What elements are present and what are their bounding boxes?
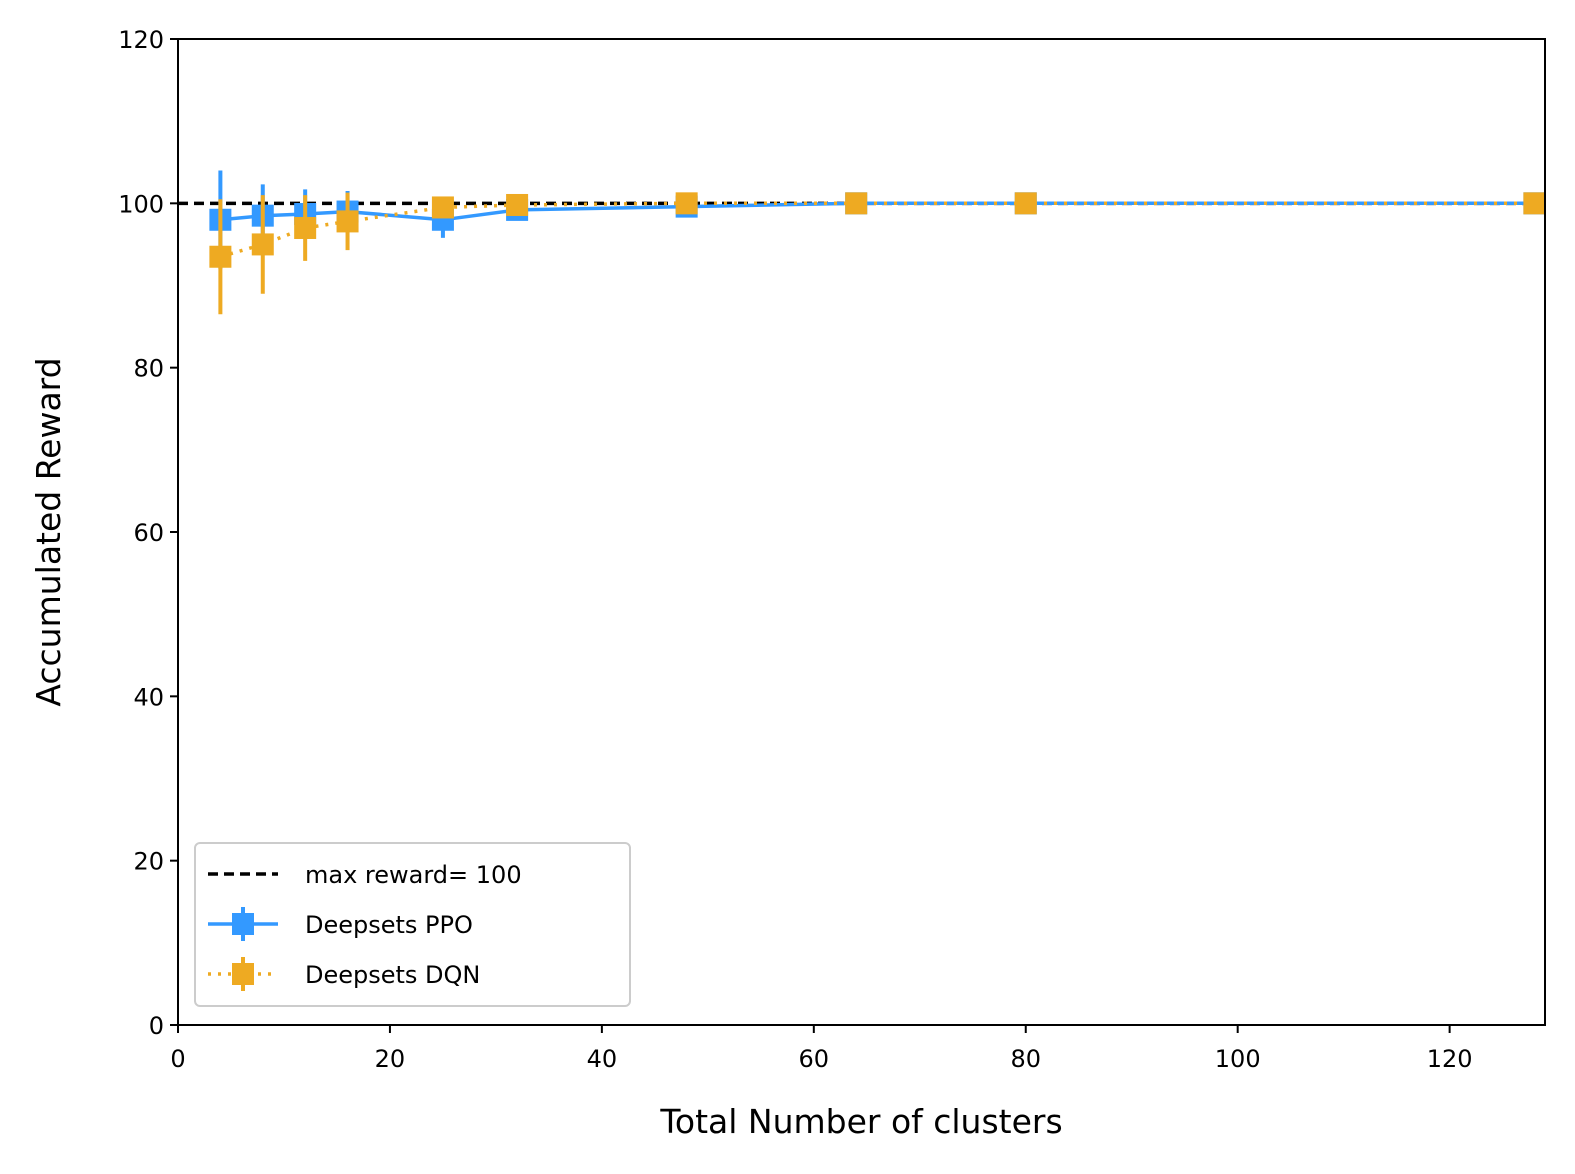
legend-label: max reward= 100 xyxy=(305,861,522,889)
y-tick-label: 40 xyxy=(133,683,164,711)
x-tick-label: 20 xyxy=(375,1045,406,1073)
data-point xyxy=(1014,192,1037,215)
x-tick-label: 120 xyxy=(1427,1045,1473,1073)
y-tick-label: 120 xyxy=(118,26,164,54)
y-tick-label: 60 xyxy=(133,519,164,547)
y-tick-label: 100 xyxy=(118,190,164,218)
data-point xyxy=(209,245,232,268)
legend-item: Deepsets PPO xyxy=(208,907,473,941)
data-point xyxy=(506,193,529,216)
x-axis: 0 20 40 60 80 100 120 xyxy=(170,1025,1473,1073)
legend: max reward= 100 Deepsets PPO Deepsets DQN xyxy=(194,842,631,1007)
data-point xyxy=(294,216,317,239)
legend-item: max reward= 100 xyxy=(208,861,522,889)
series-1 xyxy=(209,192,1546,315)
x-axis-title: Total Number of clusters xyxy=(659,1102,1062,1141)
series-line xyxy=(220,201,1535,222)
x-tick-label: 60 xyxy=(799,1045,830,1073)
y-tick-label: 80 xyxy=(133,355,164,383)
x-tick-label: 100 xyxy=(1215,1045,1261,1073)
plot-area xyxy=(177,38,1546,1026)
x-tick-label: 80 xyxy=(1010,1045,1041,1073)
y-axis-title: Accumulated Reward xyxy=(29,357,68,706)
data-point xyxy=(431,196,454,219)
data-point xyxy=(1523,192,1546,215)
legend-box xyxy=(194,842,631,1007)
x-tick-label: 40 xyxy=(587,1045,618,1073)
y-axis: 0 20 40 60 80 100 120 xyxy=(118,26,178,1040)
x-tick-label: 0 xyxy=(170,1045,185,1073)
y-tick-label: 0 xyxy=(149,1012,164,1040)
data-point xyxy=(845,192,868,215)
legend-label: Deepsets PPO xyxy=(305,911,473,939)
data-point xyxy=(251,233,274,256)
series-0 xyxy=(209,170,1546,270)
data-point xyxy=(336,210,359,233)
legend-marker xyxy=(232,963,254,985)
legend-marker xyxy=(232,913,254,935)
y-tick-label: 20 xyxy=(133,848,164,876)
series-line xyxy=(219,201,1535,259)
legend-label: Deepsets DQN xyxy=(305,961,480,989)
legend-item: Deepsets DQN xyxy=(208,957,480,991)
data-point xyxy=(675,192,698,215)
